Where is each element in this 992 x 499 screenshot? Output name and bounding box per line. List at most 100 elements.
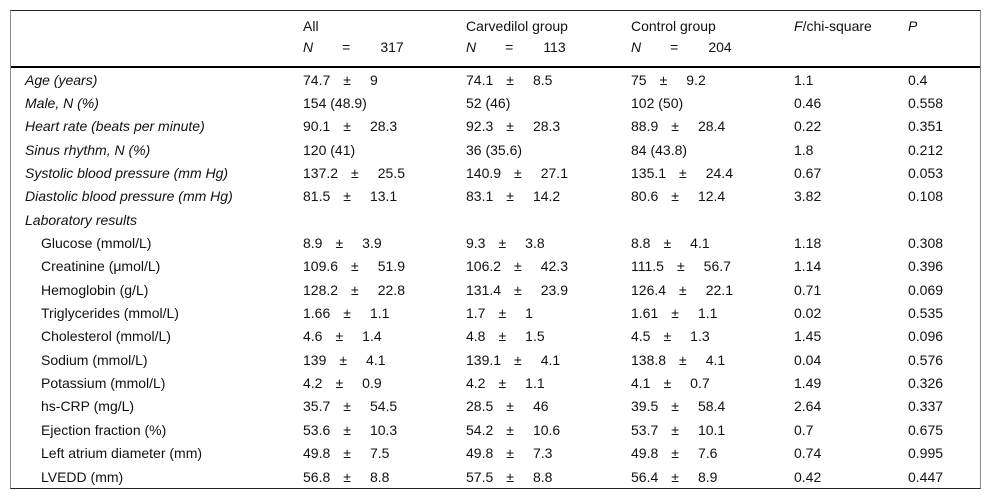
plus-minus-symbol: ± bbox=[663, 235, 672, 252]
row-label: Male, N (%) bbox=[25, 95, 99, 112]
mean-value: 1.61 bbox=[631, 305, 659, 322]
sd-value: 13.1 bbox=[369, 188, 398, 205]
table-cell: 35.7 ±54.5 bbox=[303, 398, 466, 414]
plus-minus-symbol: ± bbox=[671, 421, 679, 438]
plus-minus-symbol: ± bbox=[663, 375, 672, 392]
plus-minus-symbol: ± bbox=[679, 351, 687, 368]
n-label: N bbox=[631, 39, 642, 55]
row-label: Glucose (mmol/L) bbox=[41, 235, 152, 252]
table-cell: 80.6 ±12.4 bbox=[631, 188, 794, 204]
table-row: Creatinine (μmol/L) 109.6 ±51.9 106.2 ±42.3 1… bbox=[11, 255, 980, 278]
sd-value: 28.3 bbox=[532, 118, 561, 135]
table-cell: 81.5 ±13.1 bbox=[303, 188, 466, 204]
table-cell: 135.1 ±24.4 bbox=[631, 165, 794, 181]
sd-value: 54.5 bbox=[369, 398, 398, 415]
table-cell: 4.5 ±1.3 bbox=[631, 328, 794, 344]
table-cell: 75 ±9.2 bbox=[631, 72, 794, 88]
mean-value: 106.2 bbox=[466, 258, 502, 275]
table-cell: 54.2 ±10.6 bbox=[466, 422, 631, 438]
table-cell: 0.396 bbox=[908, 258, 944, 275]
table-cell: 39.5 ±58.4 bbox=[631, 398, 794, 414]
mean-value: 54.2 bbox=[466, 421, 494, 438]
sd-value: 4.1 bbox=[540, 351, 561, 368]
sd-value: 10.1 bbox=[697, 421, 726, 438]
column-title-control: Control group bbox=[631, 18, 716, 34]
table-cell: 0.71 bbox=[794, 281, 822, 298]
table-cell: 83.1 ±14.2 bbox=[466, 188, 631, 204]
sd-value: 8.9 bbox=[697, 468, 718, 485]
plus-minus-symbol: ± bbox=[335, 235, 344, 252]
mean-value: 35.7 bbox=[303, 398, 331, 415]
table-cell: 2.64 bbox=[794, 398, 822, 415]
mean-value: 53.6 bbox=[303, 421, 331, 438]
plus-minus-symbol: ± bbox=[343, 421, 351, 438]
plus-minus-symbol: ± bbox=[498, 328, 507, 345]
row-label: Left atrium diameter (mm) bbox=[41, 445, 203, 462]
n-value: 317 bbox=[380, 39, 404, 55]
plus-minus-symbol: ± bbox=[343, 468, 351, 485]
row-label: Systolic blood pressure (mm Hg) bbox=[25, 165, 229, 182]
table-cell: 139.1 ±4.1 bbox=[466, 352, 631, 368]
sd-value: 1.3 bbox=[690, 328, 710, 345]
mean-value: 109.6 bbox=[303, 258, 339, 275]
sd-value: 4.1 bbox=[690, 235, 710, 252]
mean-value: 1.66 bbox=[303, 305, 331, 322]
table-cell: 28.5 ±46 bbox=[466, 398, 631, 414]
row-label: Ejection fraction (%) bbox=[41, 421, 167, 438]
table-cell: 0.74 bbox=[794, 445, 822, 462]
column-title-all: All bbox=[303, 18, 319, 34]
header-col-all: All N = 317 bbox=[303, 16, 466, 66]
sd-value: 9.2 bbox=[686, 71, 706, 88]
mean-value: 8.8 bbox=[631, 235, 651, 252]
plus-minus-symbol: ± bbox=[498, 235, 507, 252]
sd-value: 22.8 bbox=[377, 281, 405, 298]
table-cell: 0.053 bbox=[908, 165, 944, 182]
mean-value: 90.1 bbox=[303, 118, 331, 135]
plus-minus-symbol: ± bbox=[671, 305, 679, 322]
table-cell: 74.1 ±8.5 bbox=[466, 72, 631, 88]
table-cell: 4.6 ±1.4 bbox=[303, 328, 466, 344]
row-label: Sinus rhythm, N (%) bbox=[25, 141, 151, 158]
mean-value: 92.3 bbox=[466, 118, 494, 135]
table-cell: 0.02 bbox=[794, 305, 822, 322]
sd-value: 27.1 bbox=[540, 165, 568, 182]
plus-minus-symbol: ± bbox=[671, 445, 679, 462]
sd-value: 0.7 bbox=[690, 375, 710, 392]
plus-minus-symbol: ± bbox=[514, 258, 522, 275]
mean-value: 83.1 bbox=[466, 188, 494, 205]
plus-minus-symbol: ± bbox=[343, 118, 351, 135]
plus-minus-symbol: ± bbox=[351, 281, 359, 298]
sd-value: 12.4 bbox=[697, 188, 726, 205]
table-row: Glucose (mmol/L) 8.9 ±3.9 9.3 ±3.8 8.8 ±4.1 1.1… bbox=[11, 231, 980, 254]
table-cell: 56.4 ±8.9 bbox=[631, 469, 794, 485]
plus-minus-symbol: ± bbox=[671, 398, 679, 415]
mean-value: 138.8 bbox=[631, 351, 667, 368]
table-cell: 92.3 ±28.3 bbox=[466, 118, 631, 134]
header-col-f-chi-square: F/chi-square bbox=[794, 16, 908, 66]
plus-minus-symbol: ± bbox=[671, 468, 679, 485]
table-cell: 0.995 bbox=[908, 445, 944, 462]
plus-minus-symbol: ± bbox=[343, 305, 351, 322]
table-cell: 0.42 bbox=[794, 468, 822, 485]
plus-minus-symbol: ± bbox=[343, 398, 351, 415]
sd-value: 8.8 bbox=[369, 468, 390, 485]
sd-value: 0.9 bbox=[362, 375, 382, 392]
table-row: Laboratory results bbox=[11, 208, 980, 231]
plus-minus-symbol: ± bbox=[671, 188, 679, 205]
plus-minus-symbol: ± bbox=[506, 468, 514, 485]
sd-value: 22.1 bbox=[705, 281, 733, 298]
table-cell: 1.14 bbox=[794, 258, 822, 275]
sd-value: 1.5 bbox=[525, 328, 545, 345]
column-n-all: N = 317 bbox=[303, 37, 466, 58]
row-label: LVEDD (mm) bbox=[41, 468, 124, 485]
table-cell: 1.18 bbox=[794, 235, 822, 252]
plus-minus-symbol: ± bbox=[676, 258, 685, 275]
plus-minus-symbol: ± bbox=[343, 71, 351, 88]
n-value: 204 bbox=[708, 39, 732, 55]
mean-value: 57.5 bbox=[466, 468, 494, 485]
sd-value: 28.3 bbox=[369, 118, 398, 135]
plus-minus-symbol: ± bbox=[506, 421, 514, 438]
mean-value: 9.3 bbox=[466, 235, 486, 252]
mean-value: 128.2 bbox=[303, 281, 339, 298]
table-body: Age (years) 74.7 ±9 74.1 ±8.5 75 ±9.2 1.1 0.4 Mal… bbox=[11, 68, 980, 488]
